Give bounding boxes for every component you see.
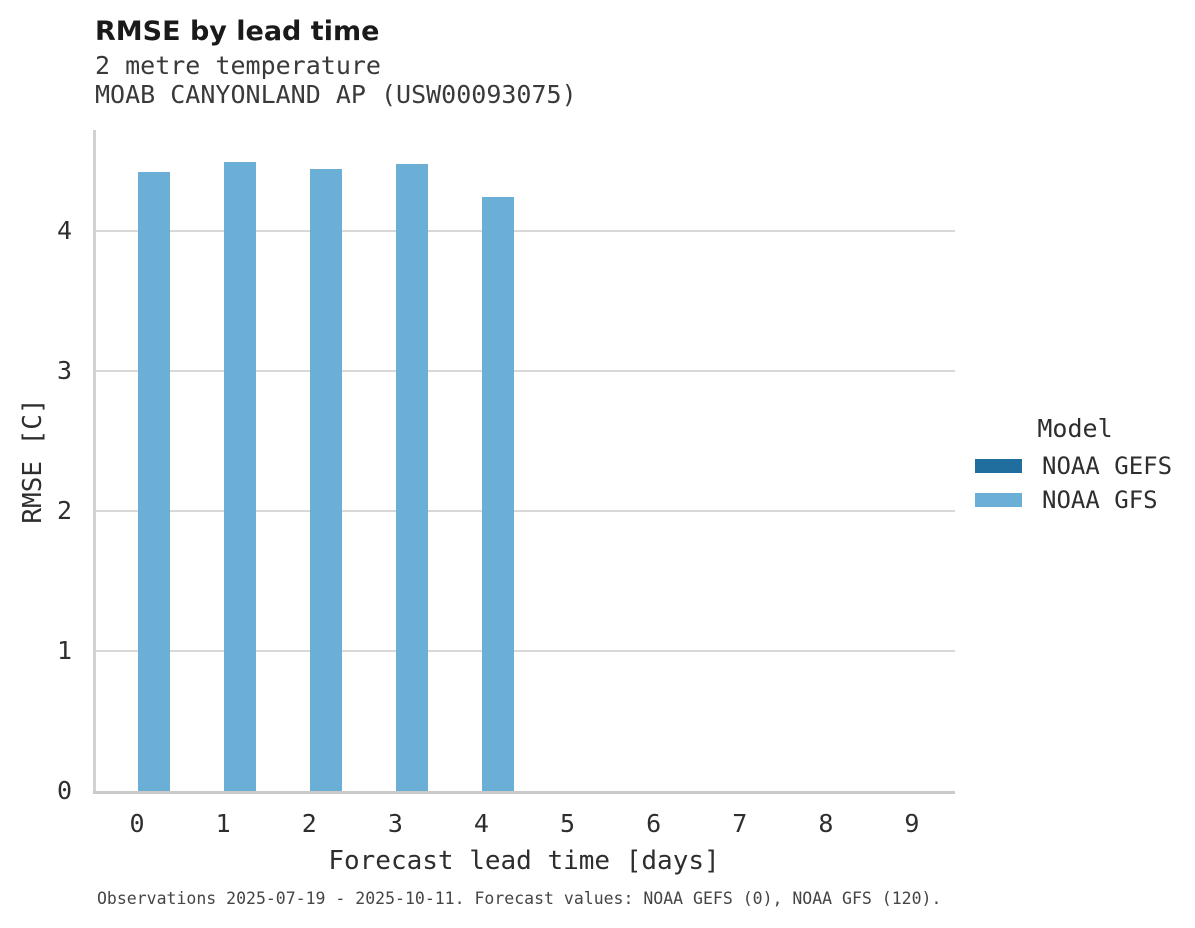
bar-noaa-gfs-lead-3 [396, 164, 428, 791]
bar-noaa-gfs-lead-2 [310, 169, 342, 791]
gridline-y-2 [94, 510, 955, 512]
x-axis-line [93, 791, 955, 794]
gridline-y-1 [94, 650, 955, 652]
bar-noaa-gfs-lead-0 [138, 172, 170, 791]
gridline-y-4 [94, 230, 955, 232]
bar-noaa-gfs-lead-1 [224, 162, 256, 791]
subtitle-station: MOAB CANYONLAND AP (USW00093075) [95, 80, 577, 109]
chart-title: RMSE by lead time [95, 16, 380, 47]
x-axis-title: Forecast lead time [days] [328, 846, 720, 876]
x-tick-label: 0 [129, 809, 145, 838]
legend: Model NOAA GEFS NOAA GFS [975, 414, 1190, 517]
subtitle-variable: 2 metre temperature [95, 51, 381, 80]
y-tick-label: 2 [56, 496, 72, 525]
legend-item-noaa-gfs: NOAA GFS [975, 483, 1190, 517]
x-tick-label: 3 [387, 809, 403, 838]
y-axis-spine [93, 130, 96, 794]
plot-area [93, 130, 955, 794]
legend-swatch-noaa-gefs [975, 459, 1022, 473]
legend-label-noaa-gefs: NOAA GEFS [1042, 452, 1173, 480]
y-tick-label: 4 [56, 216, 72, 245]
x-tick-label: 9 [904, 809, 920, 838]
legend-swatch-noaa-gfs [975, 493, 1022, 507]
legend-title: Model [1037, 414, 1113, 443]
y-tick-label: 0 [56, 776, 72, 805]
x-tick-label: 4 [473, 809, 489, 838]
y-tick-label: 1 [56, 636, 72, 665]
y-tick-label: 3 [56, 356, 72, 385]
legend-label-noaa-gfs: NOAA GFS [1042, 486, 1158, 514]
legend-item-noaa-gefs: NOAA GEFS [975, 449, 1190, 483]
gridline-y-3 [94, 370, 955, 372]
x-tick-label: 1 [215, 809, 231, 838]
x-tick-label: 2 [301, 809, 317, 838]
x-tick-label: 7 [732, 809, 748, 838]
x-tick-label: 8 [818, 809, 834, 838]
caption: Observations 2025-07-19 - 2025-10-11. Fo… [97, 889, 942, 908]
x-tick-label: 5 [560, 809, 576, 838]
chart-subtitle: 2 metre temperature MOAB CANYONLAND AP (… [95, 51, 577, 109]
bar-noaa-gfs-lead-4 [482, 197, 514, 791]
x-tick-label: 6 [646, 809, 662, 838]
